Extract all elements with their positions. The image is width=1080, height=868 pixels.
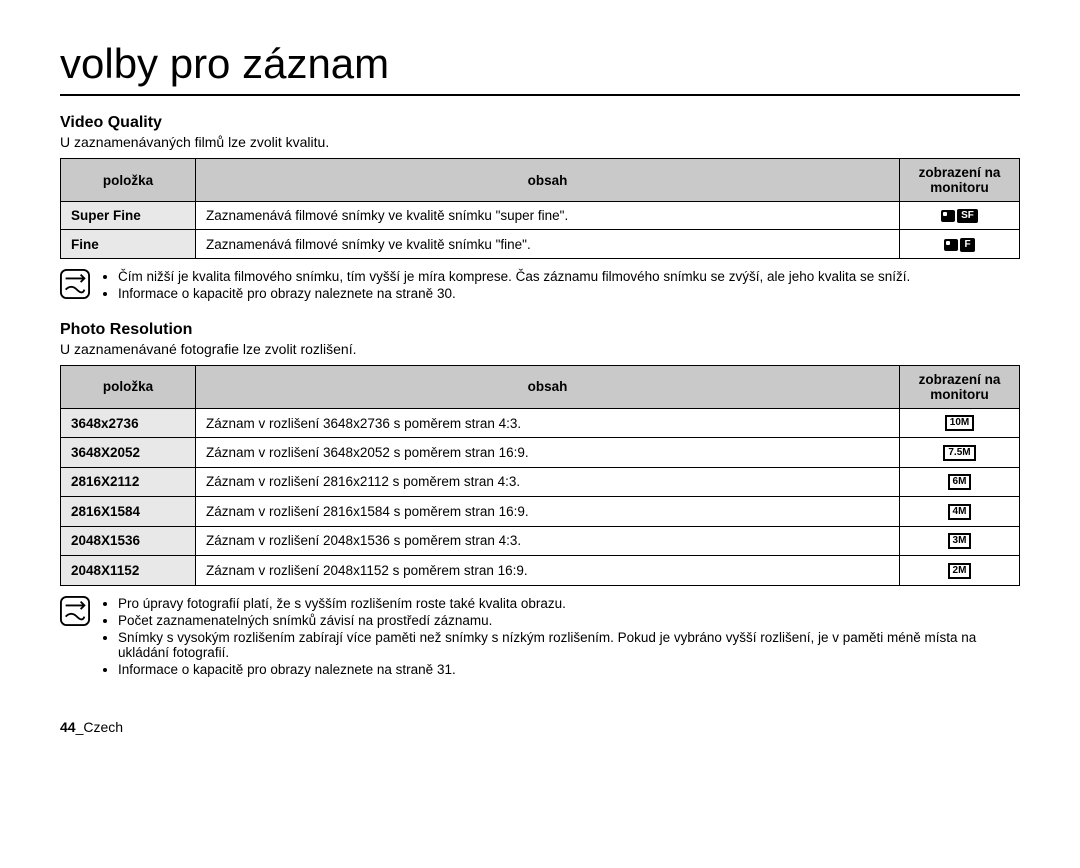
note-item: Pro úpravy fotografií platí, že s vyšším… — [118, 596, 1020, 611]
vq-content: Zaznamenává filmové snímky ve kvalitě sn… — [196, 230, 900, 258]
film-icon — [944, 239, 958, 251]
photo-resolution-notes: Pro úpravy fotografií platí, že s vyšším… — [100, 596, 1020, 679]
vq-header-item: položka — [61, 159, 196, 202]
pr-content: Záznam v rozlišení 2816x2112 s poměrem s… — [196, 467, 900, 496]
video-quality-title: Video Quality — [60, 114, 1020, 132]
quality-badge-icon: SF — [957, 209, 978, 223]
pr-item: 2048X1152 — [61, 556, 196, 585]
pr-content: Záznam v rozlišení 2048x1536 s poměrem s… — [196, 526, 900, 555]
pr-icon-cell: 6M — [900, 467, 1020, 496]
video-quality-desc: U zaznamenávaných filmů lze zvolit kvali… — [60, 134, 1020, 150]
pr-icon-cell: 4M — [900, 497, 1020, 526]
photo-resolution-note-block: Pro úpravy fotografií platí, že s vyšším… — [60, 596, 1020, 679]
resolution-badge-icon: 7.5M — [943, 445, 975, 461]
pr-header-display: zobrazení na monitoru — [900, 365, 1020, 408]
pr-item: 3648x2736 — [61, 408, 196, 437]
pr-icon-cell: 3M — [900, 526, 1020, 555]
film-icon — [941, 210, 955, 222]
resolution-badge-icon: 2M — [948, 563, 972, 579]
chapter-title: volby pro záznam — [60, 40, 1020, 96]
photo-resolution-table: položka obsah zobrazení na monitoru 3648… — [60, 365, 1020, 586]
pr-icon-cell: 10M — [900, 408, 1020, 437]
quality-badge-icon: F — [960, 238, 974, 252]
photo-resolution-desc: U zaznamenávané fotografie lze zvolit ro… — [60, 341, 1020, 357]
video-quality-note-block: Čím nižší je kvalita filmového snímku, t… — [60, 269, 1020, 303]
vq-icon-cell: SF — [900, 202, 1020, 230]
table-row: FineZaznamenává filmové snímky ve kvalit… — [61, 230, 1020, 258]
pr-header-content: obsah — [196, 365, 900, 408]
video-quality-notes: Čím nižší je kvalita filmového snímku, t… — [100, 269, 910, 303]
resolution-badge-icon: 3M — [948, 533, 972, 549]
note-item: Čím nižší je kvalita filmového snímku, t… — [118, 269, 910, 284]
table-row: 2816X1584Záznam v rozlišení 2816x1584 s … — [61, 497, 1020, 526]
page-lang: _Czech — [76, 719, 123, 735]
resolution-badge-icon: 6M — [948, 474, 972, 490]
vq-icon-cell: F — [900, 230, 1020, 258]
page-number: 44 — [60, 719, 76, 735]
pr-content: Záznam v rozlišení 2048x1152 s poměrem s… — [196, 556, 900, 585]
pr-content: Záznam v rozlišení 3648x2052 s poměrem s… — [196, 438, 900, 467]
vq-content: Zaznamenává filmové snímky ve kvalitě sn… — [196, 202, 900, 230]
table-row: 2048X1152Záznam v rozlišení 2048x1152 s … — [61, 556, 1020, 585]
pr-item: 2816X1584 — [61, 497, 196, 526]
photo-resolution-title: Photo Resolution — [60, 321, 1020, 339]
note-item: Snímky s vysokým rozlišením zabírají víc… — [118, 630, 1020, 660]
note-icon — [60, 269, 94, 303]
pr-item: 3648X2052 — [61, 438, 196, 467]
video-quality-table: položka obsah zobrazení na monitoru Supe… — [60, 158, 1020, 259]
resolution-badge-icon: 10M — [945, 415, 974, 431]
table-row: Super FineZaznamenává filmové snímky ve … — [61, 202, 1020, 230]
table-row: 3648X2052Záznam v rozlišení 3648x2052 s … — [61, 438, 1020, 467]
page-footer: 44_Czech — [60, 719, 1020, 735]
vq-item: Super Fine — [61, 202, 196, 230]
table-row: 3648x2736Záznam v rozlišení 3648x2736 s … — [61, 408, 1020, 437]
vq-header-content: obsah — [196, 159, 900, 202]
note-item: Počet zaznamenatelných snímků závisí na … — [118, 613, 1020, 628]
note-item: Informace o kapacitě pro obrazy naleznet… — [118, 662, 1020, 677]
resolution-badge-icon: 4M — [948, 504, 972, 520]
vq-header-display: zobrazení na monitoru — [900, 159, 1020, 202]
pr-icon-cell: 2M — [900, 556, 1020, 585]
vq-item: Fine — [61, 230, 196, 258]
pr-icon-cell: 7.5M — [900, 438, 1020, 467]
pr-content: Záznam v rozlišení 3648x2736 s poměrem s… — [196, 408, 900, 437]
pr-item: 2048X1536 — [61, 526, 196, 555]
table-row: 2816X2112Záznam v rozlišení 2816x2112 s … — [61, 467, 1020, 496]
table-row: 2048X1536Záznam v rozlišení 2048x1536 s … — [61, 526, 1020, 555]
note-icon — [60, 596, 94, 679]
pr-content: Záznam v rozlišení 2816x1584 s poměrem s… — [196, 497, 900, 526]
pr-item: 2816X2112 — [61, 467, 196, 496]
pr-header-item: položka — [61, 365, 196, 408]
note-item: Informace o kapacitě pro obrazy naleznet… — [118, 286, 910, 301]
